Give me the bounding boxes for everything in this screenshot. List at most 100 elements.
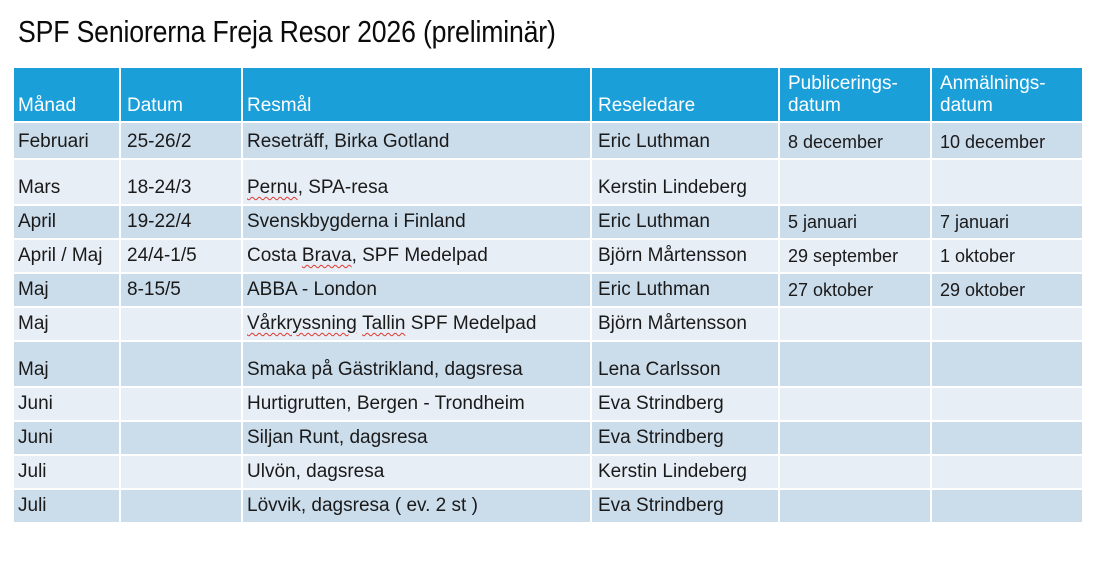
cell-manad: Maj <box>14 342 121 388</box>
cell-datum: 25-26/2 <box>121 123 243 160</box>
cell-manad: April <box>14 206 121 240</box>
table-row: Juli Ulvön, dagsresa Kerstin Lindeberg <box>14 456 1082 490</box>
table-row: Maj 8-15/5 ABBA - London Eric Luthman 27… <box>14 274 1082 308</box>
cell-resmal: ABBA - London <box>243 274 592 308</box>
cell-publiceringsdatum <box>780 342 932 388</box>
column-header-reseledare: Reseledare <box>592 68 780 123</box>
cell-reseledare: Lena Carlsson <box>592 342 780 388</box>
cell-manad: Maj <box>14 274 121 308</box>
cell-manad: April / Maj <box>14 240 121 274</box>
cell-publiceringsdatum <box>780 490 932 524</box>
cell-datum: 24/4-1/5 <box>121 240 243 274</box>
cell-datum: 18-24/3 <box>121 160 243 206</box>
text-segment: Lövvik, dagsresa ( ev. 2 st ) <box>247 495 478 517</box>
text-segment: SPF Medelpad <box>405 313 537 335</box>
table-row: Maj Smaka på Gästrikland, dagsresa Lena … <box>14 342 1082 388</box>
cell-manad: Mars <box>14 160 121 206</box>
text-segment: , SPA-resa <box>297 177 389 199</box>
cell-anmalningsdatum: 1 oktober <box>932 240 1082 274</box>
column-header-manad: Månad <box>14 68 121 123</box>
cell-publiceringsdatum: 5 januari <box>780 206 932 240</box>
cell-reseledare: Björn Mårtensson <box>592 308 780 342</box>
cell-publiceringsdatum: 29 september <box>780 240 932 274</box>
cell-reseledare: Eric Luthman <box>592 206 780 240</box>
table-row: Februari 25-26/2 Reseträff, Birka Gotlan… <box>14 123 1082 160</box>
cell-manad: Maj <box>14 308 121 342</box>
cell-datum: 19-22/4 <box>121 206 243 240</box>
cell-anmalningsdatum: 10 december <box>932 123 1082 160</box>
cell-manad: Juli <box>14 490 121 524</box>
cell-publiceringsdatum <box>780 308 932 342</box>
cell-datum <box>121 388 243 422</box>
table-row: Juli Lövvik, dagsresa ( ev. 2 st ) Eva S… <box>14 490 1082 524</box>
cell-resmal: Lövvik, dagsresa ( ev. 2 st ) <box>243 490 592 524</box>
page-title: SPF Seniorerna Freja Resor 2026 (prelimi… <box>18 14 556 49</box>
cell-reseledare: Eva Strindberg <box>592 490 780 524</box>
cell-resmal: Pernu, SPA-resa <box>243 160 592 206</box>
text-segment: Siljan Runt, dagsresa <box>247 427 428 449</box>
text-segment: Reseträff, Birka Gotland <box>247 131 450 153</box>
cell-datum <box>121 308 243 342</box>
cell-publiceringsdatum: 27 oktober <box>780 274 932 308</box>
cell-anmalningsdatum: 29 oktober <box>932 274 1082 308</box>
table-row: April / Maj 24/4-1/5 Costa Brava, SPF Me… <box>14 240 1082 274</box>
table-row: Maj Vårkryssning Tallin SPF Medelpad Bjö… <box>14 308 1082 342</box>
cell-manad: Juni <box>14 422 121 456</box>
cell-datum <box>121 456 243 490</box>
text-segment: ABBA - London <box>247 279 377 301</box>
table-row: Mars 18-24/3 Pernu, SPA-resa Kerstin Lin… <box>14 160 1082 206</box>
text-segment: Costa <box>247 245 302 267</box>
cell-anmalningsdatum: 7 januari <box>932 206 1082 240</box>
table-header-row: Månad Datum Resmål Reseledare Publicerin… <box>14 68 1082 123</box>
column-header-resmal: Resmål <box>243 68 592 123</box>
cell-publiceringsdatum <box>780 422 932 456</box>
cell-manad: Juli <box>14 456 121 490</box>
cell-reseledare: Eric Luthman <box>592 274 780 308</box>
text-segment: Smaka på Gästrikland, dagsresa <box>247 359 523 381</box>
cell-resmal: Vårkryssning Tallin SPF Medelpad <box>243 308 592 342</box>
cell-datum <box>121 342 243 388</box>
misspelled-word: Vårkryssning <box>247 313 357 335</box>
cell-resmal: Svenskbygderna i Finland <box>243 206 592 240</box>
cell-reseledare: Eva Strindberg <box>592 422 780 456</box>
cell-resmal: Costa Brava, SPF Medelpad <box>243 240 592 274</box>
cell-anmalningsdatum <box>932 342 1082 388</box>
cell-reseledare: Björn Mårtensson <box>592 240 780 274</box>
cell-manad: Juni <box>14 388 121 422</box>
cell-publiceringsdatum <box>780 160 932 206</box>
cell-resmal: Smaka på Gästrikland, dagsresa <box>243 342 592 388</box>
cell-resmal: Ulvön, dagsresa <box>243 456 592 490</box>
cell-anmalningsdatum <box>932 308 1082 342</box>
text-segment: , SPF Medelpad <box>351 245 488 267</box>
cell-publiceringsdatum <box>780 388 932 422</box>
cell-resmal: Hurtigrutten, Bergen - Trondheim <box>243 388 592 422</box>
column-header-anmalningsdatum: Anmälnings- datum <box>932 68 1082 123</box>
text-segment: Svenskbygderna i Finland <box>247 211 466 233</box>
cell-reseledare: Kerstin Lindeberg <box>592 456 780 490</box>
cell-datum <box>121 422 243 456</box>
text-segment: Ulvön, dagsresa <box>247 461 385 483</box>
cell-anmalningsdatum <box>932 388 1082 422</box>
cell-anmalningsdatum <box>932 422 1082 456</box>
cell-manad: Februari <box>14 123 121 160</box>
cell-reseledare: Eric Luthman <box>592 123 780 160</box>
column-header-datum: Datum <box>121 68 243 123</box>
cell-publiceringsdatum: 8 december <box>780 123 932 160</box>
text-segment: Hurtigrutten, Bergen - Trondheim <box>247 393 525 415</box>
cell-anmalningsdatum <box>932 160 1082 206</box>
cell-resmal: Reseträff, Birka Gotland <box>243 123 592 160</box>
cell-publiceringsdatum <box>780 456 932 490</box>
cell-datum <box>121 490 243 524</box>
cell-anmalningsdatum <box>932 456 1082 490</box>
table-row: Juni Siljan Runt, dagsresa Eva Strindber… <box>14 422 1082 456</box>
cell-anmalningsdatum <box>932 490 1082 524</box>
misspelled-word: Pernu <box>247 177 298 199</box>
cell-reseledare: Kerstin Lindeberg <box>592 160 780 206</box>
column-header-publiceringsdatum: Publicerings- datum <box>780 68 932 123</box>
misspelled-word: Tallin <box>362 313 406 335</box>
table-row: Juni Hurtigrutten, Bergen - Trondheim Ev… <box>14 388 1082 422</box>
misspelled-word: Brava <box>301 245 352 267</box>
trip-schedule-table: Månad Datum Resmål Reseledare Publicerin… <box>14 68 1082 524</box>
cell-resmal: Siljan Runt, dagsresa <box>243 422 592 456</box>
